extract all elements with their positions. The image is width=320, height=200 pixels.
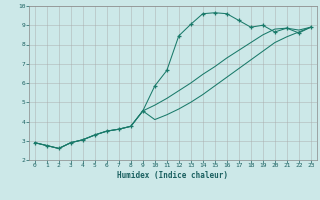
X-axis label: Humidex (Indice chaleur): Humidex (Indice chaleur) <box>117 171 228 180</box>
